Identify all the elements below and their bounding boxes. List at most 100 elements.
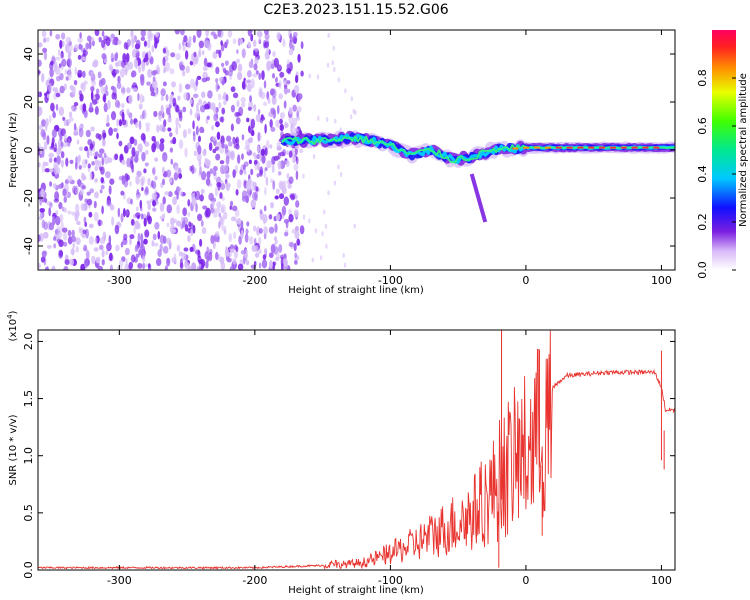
- noise-point: [247, 30, 252, 37]
- noise-point: [159, 202, 165, 213]
- noise-point: [238, 235, 242, 245]
- noise-point: [259, 91, 266, 100]
- noise-point: [246, 83, 252, 92]
- noise-point: [59, 213, 64, 223]
- noise-point: [187, 128, 192, 135]
- noise-point: [275, 78, 278, 83]
- noise-point: [145, 122, 151, 127]
- noise-point: [172, 196, 177, 206]
- noise-point: [40, 129, 46, 138]
- noise-point: [278, 80, 282, 89]
- noise-point: [294, 252, 298, 258]
- noise-point: [135, 59, 139, 70]
- noise-point: [174, 30, 180, 35]
- noise-point: [343, 262, 347, 268]
- snr-x-axis-label: Height of straight line (km): [288, 585, 424, 596]
- noise-point: [143, 57, 147, 63]
- noise-point: [270, 201, 274, 209]
- noise-point: [294, 74, 299, 84]
- noise-point: [121, 159, 126, 165]
- noise-point: [255, 69, 259, 75]
- noise-point: [250, 78, 255, 89]
- noise-point: [220, 40, 223, 46]
- noise-point: [111, 57, 115, 63]
- noise-point: [118, 175, 123, 181]
- noise-point: [84, 146, 89, 152]
- noise-point: [287, 88, 291, 94]
- noise-point: [270, 126, 276, 132]
- noise-point: [195, 108, 200, 118]
- noise-point: [170, 94, 174, 100]
- noise-point: [98, 148, 105, 154]
- noise-point: [170, 158, 174, 165]
- noise-point: [103, 102, 108, 113]
- noise-point: [221, 62, 225, 67]
- noise-point: [142, 255, 146, 263]
- noise-point: [261, 259, 268, 269]
- noise-point: [118, 140, 123, 147]
- noise-point: [46, 36, 50, 43]
- noise-point: [259, 166, 264, 175]
- noise-point: [200, 91, 206, 99]
- noise-point: [268, 260, 273, 269]
- noise-point: [187, 211, 191, 217]
- noise-point: [230, 104, 236, 113]
- noise-point: [229, 205, 232, 210]
- noise-point: [86, 149, 90, 159]
- noise-point: [234, 244, 238, 251]
- noise-point: [245, 180, 251, 191]
- noise-point: [48, 152, 54, 158]
- noise-point: [339, 171, 343, 177]
- noise-point: [271, 96, 277, 105]
- noise-point: [41, 250, 47, 258]
- y-tick-label: 1.5: [22, 390, 35, 408]
- noise-point: [106, 114, 110, 124]
- noise-point: [215, 82, 220, 92]
- noise-point: [245, 228, 249, 235]
- noise-point: [241, 101, 246, 108]
- noise-point: [166, 237, 171, 245]
- noise-point: [324, 223, 328, 229]
- colorbar-tick-label: 0.4: [696, 165, 709, 183]
- noise-point: [120, 213, 124, 223]
- noise-point: [286, 67, 291, 74]
- noise-point: [55, 103, 59, 111]
- noise-point: [118, 119, 123, 127]
- noise-point: [105, 36, 111, 47]
- noise-point: [91, 79, 96, 87]
- noise-point: [288, 176, 294, 184]
- noise-point: [89, 143, 94, 150]
- noise-point: [169, 147, 174, 153]
- noise-point: [162, 245, 169, 254]
- noise-point: [258, 36, 262, 44]
- noise-point: [227, 141, 233, 147]
- noise-point: [276, 141, 281, 150]
- noise-point: [45, 122, 48, 132]
- noise-point: [201, 49, 205, 56]
- noise-point: [120, 190, 125, 196]
- noise-point: [176, 191, 179, 200]
- noise-point: [192, 120, 195, 130]
- noise-point: [53, 147, 57, 152]
- noise-point: [332, 45, 335, 51]
- noise-point: [218, 49, 222, 59]
- noise-point: [144, 149, 149, 155]
- y-tick-label: 0.0: [22, 561, 35, 579]
- noise-point: [43, 161, 49, 167]
- noise-point: [244, 233, 249, 243]
- noise-point: [53, 236, 57, 241]
- noise-point: [162, 196, 166, 205]
- noise-point: [263, 101, 267, 107]
- noise-point: [80, 82, 84, 90]
- noise-point: [263, 41, 270, 49]
- noise-point: [192, 35, 197, 44]
- colorbar-tick-label: 0.8: [696, 69, 709, 87]
- noise-point: [147, 263, 151, 269]
- noise-point: [283, 100, 287, 109]
- noise-point: [224, 145, 229, 154]
- noise-point: [140, 30, 146, 38]
- noise-point: [65, 157, 69, 167]
- noise-point: [115, 244, 120, 252]
- noise-point: [82, 103, 87, 112]
- noise-point: [225, 94, 229, 102]
